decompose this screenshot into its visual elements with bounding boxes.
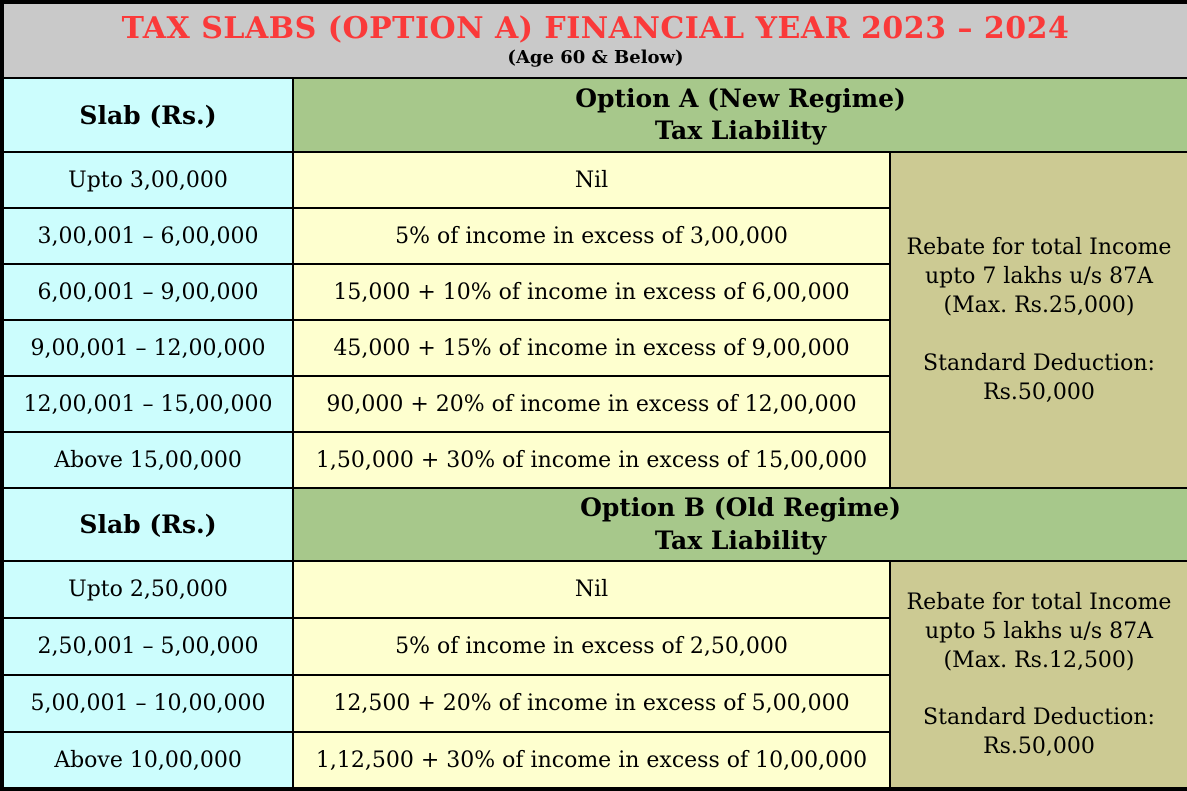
slab-cell: Upto 2,50,000 [1,560,294,619]
liability-cell: 15,000 + 10% of income in excess of 6,00… [292,263,891,321]
deduction-note-line: Standard Deduction: [923,350,1155,376]
option-a-liability-header: Option A (New Regime) Tax Liability [292,77,1187,153]
option-b-slab-column-header: Slab (Rs.) [1,487,294,562]
table-row: 12,00,001 – 15,00,000 90,000 + 20% of in… [1,375,1187,433]
option-a-slab-column-header: Slab (Rs.) [1,77,294,153]
option-b-note-cell: Rebate for total Income upto 5 lakhs u/s… [889,560,1187,790]
rebate-note-line: Rebate for total Income [906,589,1172,615]
deduction-note-line: Standard Deduction: [923,705,1155,731]
option-a-note-cell: Rebate for total Income upto 7 lakhs u/s… [889,151,1187,489]
table-row: 2,50,001 – 5,00,000 5% of income in exce… [1,617,1187,676]
liability-cell: 1,50,000 + 30% of income in excess of 15… [292,431,891,489]
table-row: Upto 3,00,000 Nil Rebate for total Incom… [1,151,1187,489]
title-band: TAX SLABS (OPTION A) FINANCIAL YEAR 2023… [1,1,1187,79]
page-subtitle: (Age 60 & Below) [507,47,684,69]
rebate-note-line: (Max. Rs.25,000) [943,293,1135,319]
deduction-note-line: Rs.50,000 [983,379,1095,405]
table-row: 5,00,001 – 10,00,000 12,500 + 20% of inc… [1,674,1187,733]
page-title: TAX SLABS (OPTION A) FINANCIAL YEAR 2023… [121,10,1070,46]
option-a-header-line1: Option A (New Regime) [575,83,906,113]
slab-cell: 6,00,001 – 9,00,000 [1,263,294,321]
slab-cell: 5,00,001 – 10,00,000 [1,674,294,733]
rebate-note-line: (Max. Rs.12,500) [943,647,1135,673]
rebate-note-line: Rebate for total Income [906,235,1172,261]
deduction-note-line: Rs.50,000 [983,734,1095,760]
slab-cell: 12,00,001 – 15,00,000 [1,375,294,433]
option-b-header-line2: Tax Liability [654,525,827,555]
liability-cell: 1,12,500 + 30% of income in excess of 10… [292,731,891,790]
option-b-header-line1: Option B (Old Regime) [580,493,901,522]
liability-cell: 12,500 + 20% of income in excess of 5,00… [292,674,891,733]
slab-cell: 9,00,001 – 12,00,000 [1,319,294,377]
table-row: Above 15,00,000 1,50,000 + 30% of income… [1,431,1187,489]
option-b-liability-header: Option B (Old Regime) Tax Liability [292,487,1187,562]
table-row: 6,00,001 – 9,00,000 15,000 + 10% of inco… [1,263,1187,321]
slab-cell: Above 15,00,000 [1,431,294,489]
slab-cell: Upto 3,00,000 [1,151,294,209]
liability-cell: 45,000 + 15% of income in excess of 9,00… [292,319,891,377]
note-spacer [897,321,1181,349]
liability-cell: 90,000 + 20% of income in excess of 12,0… [292,375,891,433]
liability-cell: 5% of income in excess of 3,00,000 [292,207,891,265]
table-row: 9,00,001 – 12,00,000 45,000 + 15% of inc… [1,319,1187,377]
note-spacer [897,675,1181,703]
slab-cell: Above 10,00,000 [1,731,294,790]
liability-cell: Nil [292,151,891,209]
slab-cell: 2,50,001 – 5,00,000 [1,617,294,676]
table-row: Above 10,00,000 1,12,500 + 30% of income… [1,731,1187,790]
rebate-note-line: upto 5 lakhs u/s 87A [924,618,1153,644]
table-row: Upto 2,50,000 Nil Rebate for total Incom… [1,560,1187,790]
option-a-header-line2: Tax Liability [654,116,827,145]
rebate-note-line: upto 7 lakhs u/s 87A [924,264,1153,290]
table-row: 3,00,001 – 6,00,000 5% of income in exce… [1,207,1187,265]
slab-cell: 3,00,001 – 6,00,000 [1,207,294,265]
liability-cell: Nil [292,560,891,619]
liability-cell: 5% of income in excess of 2,50,000 [292,617,891,676]
